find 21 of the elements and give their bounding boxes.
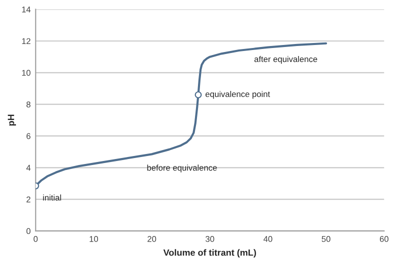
x-tick-label: 30 (206, 236, 214, 242)
y-tick-label: 14 (22, 6, 31, 12)
x-axis-title: Volume of titrant (mL) (163, 249, 256, 258)
y-tick-label: 0 (26, 228, 30, 234)
y-tick-label: 4 (26, 164, 31, 171)
annotation: before equivalence (147, 164, 217, 172)
y-tick-label: 2 (26, 196, 30, 202)
x-tick-label: 50 (322, 236, 330, 242)
annotation: equivalence point (206, 90, 270, 99)
x-tick-label: 20 (148, 236, 156, 242)
y-tick-label: 6 (26, 133, 30, 140)
y-tick-label: 8 (26, 102, 30, 108)
annotation: initial (43, 194, 62, 201)
y-axis-title: pH (8, 114, 16, 126)
x-tick-label: 0 (34, 236, 38, 242)
x-tick-label: 40 (264, 236, 272, 242)
y-tick-label: 10 (22, 70, 30, 76)
x-tick-label: 10 (90, 236, 98, 242)
x-tick-label: 60 (380, 236, 388, 242)
y-tick-label: 12 (22, 38, 30, 44)
annotation: after equivalence (254, 56, 318, 64)
